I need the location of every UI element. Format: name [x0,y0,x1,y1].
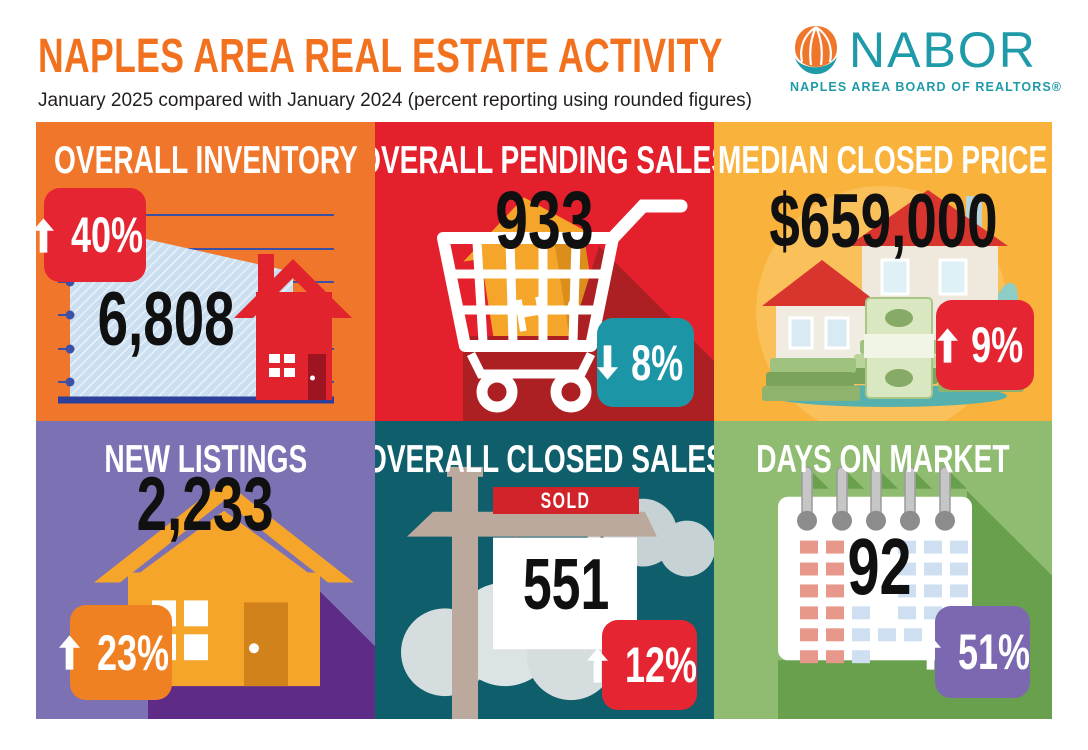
tile-value: 933 [495,175,594,266]
tile-value: 2,233 [137,462,274,547]
tile-value: 92 [846,522,912,611]
page-subtitle: January 2025 compared with January 2024 … [38,90,752,111]
tile-overall-closed-sales: SOLD OVERALL CLOSED SALES 551 12% [375,421,714,719]
change-badge: 8% [597,318,694,407]
sold-banner: SOLD [493,487,639,514]
tile-title: OVERALL CLOSED SALES [375,438,714,481]
nabor-tagline: NAPLES AREA BOARD OF REALTORS® [790,80,1063,94]
page-title: NAPLES AREA REAL ESTATE ACTIVITY [38,30,723,83]
change-badge: 40% [36,188,146,282]
tile-title: OVERALL PENDING SALES [375,139,714,182]
change-badge: 23% [58,605,172,700]
change-badge: 12% [587,620,698,710]
tile-overall-inventory: OVERALL INVENTORY 6,808 40% [36,122,375,421]
spiral-rings-icon [797,466,955,531]
tile-new-listings: NEW LISTINGS 2,233 23% [36,421,375,719]
tile-value: 6,808 [97,277,235,362]
tile-overall-pending-sales: H [375,122,714,421]
nabor-wordmark: NABOR [849,22,1037,78]
tile-value: $659,000 [768,179,998,264]
sold-sign-illustration [401,466,714,719]
tile-title: DAYS ON MARKET [756,438,1010,481]
change-badge: 9% [936,300,1034,390]
nabor-logo: NABOR NAPLES AREA BOARD OF REALTORS® [790,22,1063,94]
shell-icon [795,26,837,75]
tile-days-on-market: DAYS ON MARKET 92 51% [714,421,1052,719]
up-arrow-icon [587,647,609,683]
tile-value: 551 [522,545,610,625]
red-house-icon [234,254,352,400]
calendar-red-days [800,540,844,664]
tile-title: OVERALL INVENTORY [53,139,358,182]
up-arrow-icon [936,327,958,363]
cart-icon [437,199,688,413]
tile-median-closed-price: MEDIAN CLOSED PRICE $659,000 9% [714,122,1052,421]
tile-title: NEW LISTINGS [104,438,307,481]
up-arrow-icon [58,635,80,670]
up-arrow-icon [36,217,54,253]
calendar-blue-days [852,540,968,664]
up-arrow-icon [920,634,942,670]
tile-title: MEDIAN CLOSED PRICE [718,139,1048,182]
stat-grid: OVERALL INVENTORY 6,808 40% H [36,122,1052,719]
down-arrow-icon [597,345,619,380]
change-badge: 51% [920,606,1031,698]
